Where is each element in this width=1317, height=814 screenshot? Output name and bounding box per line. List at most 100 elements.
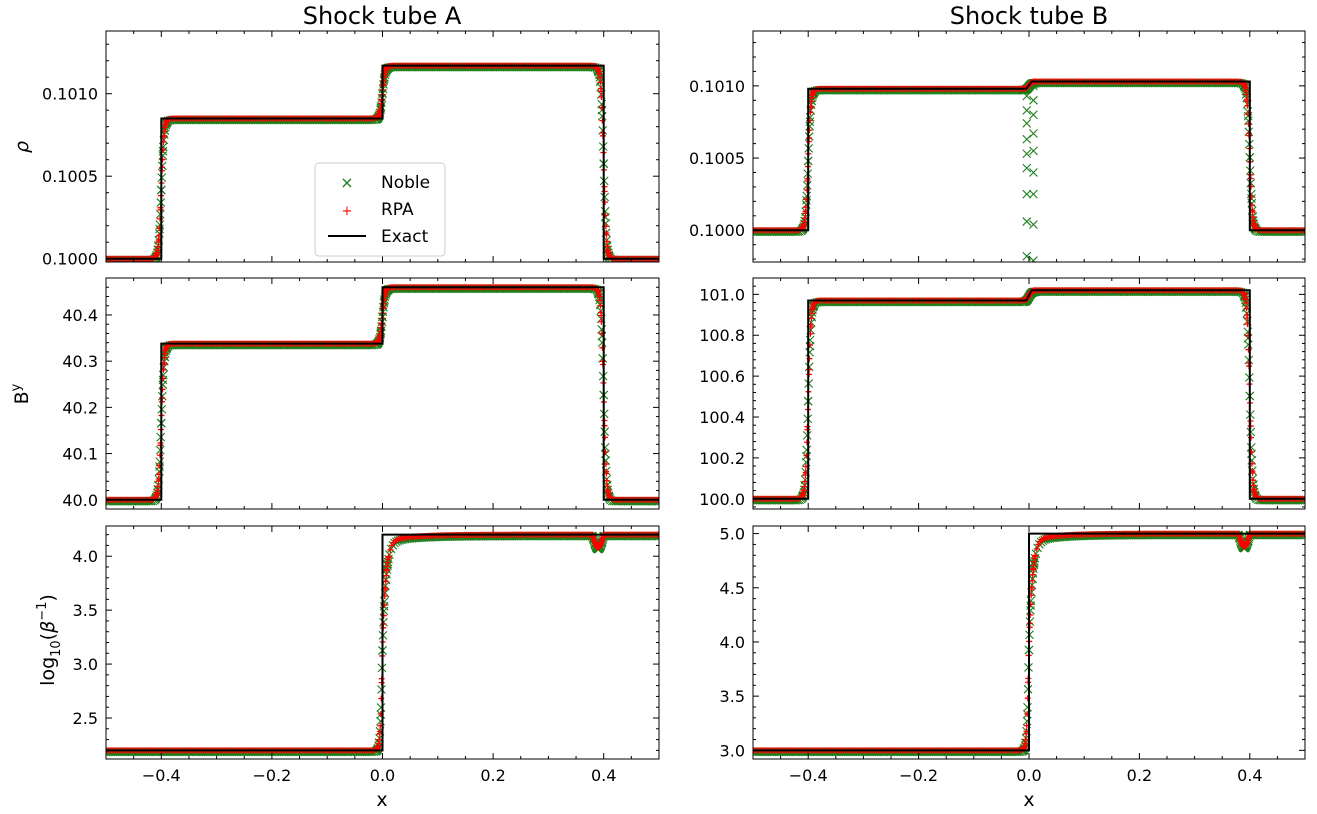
noble-point <box>158 151 168 160</box>
series-rpa <box>753 78 1305 234</box>
rpa-point <box>597 302 604 309</box>
noble-point <box>597 111 607 121</box>
noble-point <box>1029 168 1038 177</box>
panel-b-log10-beta-1-: 3.03.54.04.55.0−0.4 −0.2 0.0 0.2 0.4 <box>720 525 1306 785</box>
y-tick-label: 101.0 <box>699 285 745 304</box>
noble-point <box>1022 119 1032 128</box>
noble-point <box>1029 110 1038 120</box>
noble-point <box>1022 163 1032 173</box>
noble-point <box>376 703 386 712</box>
noble-point <box>1022 251 1032 261</box>
noble-point <box>600 206 610 216</box>
x-tick-label: −0.4 <box>142 766 181 785</box>
rpa-point <box>596 297 603 304</box>
series-exact <box>106 64 659 260</box>
y-tick-label: 2.5 <box>73 709 98 728</box>
x-label-b: x <box>1023 789 1034 811</box>
series-rpa <box>753 287 1305 502</box>
noble-point <box>1022 189 1032 199</box>
noble-point <box>1022 134 1032 144</box>
rpa-point <box>1250 477 1256 484</box>
panel-a-by: 40.040.140.240.340.4 <box>62 277 660 510</box>
y-tick-label: 40.0 <box>62 491 98 510</box>
noble-point <box>1022 149 1032 159</box>
y-tick-label: 100.0 <box>699 490 745 509</box>
y-tick-label: 100.4 <box>699 408 745 427</box>
noble-point <box>597 338 607 348</box>
rpa-point <box>1243 305 1250 312</box>
x-label-a: x <box>376 789 387 811</box>
noble-point <box>1023 702 1032 712</box>
series-exact <box>106 286 659 501</box>
noble-point <box>1246 443 1256 452</box>
rpa-point <box>376 736 383 743</box>
y-tick-label: 0.1005 <box>689 149 745 168</box>
y-tick-label: 100.8 <box>699 326 745 345</box>
y-label-logbeta: log10(β−1) <box>35 594 64 686</box>
column-title-a: Shock tube A <box>303 2 462 30</box>
series-exact <box>753 289 1305 500</box>
series-noble <box>753 287 1305 505</box>
panel-frame <box>752 277 1306 510</box>
y-tick-label: 40.4 <box>62 306 98 325</box>
rpa-point <box>385 553 392 560</box>
rpa-point <box>603 477 610 484</box>
ticks <box>105 526 660 759</box>
y-label-by: By <box>9 383 33 404</box>
ticks <box>752 31 1306 262</box>
noble-point <box>1022 91 1032 101</box>
plot-area <box>753 287 1305 505</box>
x-tick-label: 0.0 <box>370 766 395 785</box>
y-tick-label: 0.1000 <box>42 250 98 269</box>
panel-b-rho: 0.1000 0.1005 0.1010 <box>689 30 1306 263</box>
panels: 0.10000.10050.101040.040.140.240.340.42.… <box>42 30 1306 785</box>
noble-point <box>1022 217 1032 226</box>
y-tick-label: 0.1010 <box>42 85 98 104</box>
rpa-point <box>383 572 390 579</box>
rpa-point <box>1033 545 1040 552</box>
rpa-point <box>1243 300 1250 307</box>
y-tick-label: 100.2 <box>699 449 745 468</box>
noble-point <box>600 442 610 452</box>
noble-point <box>802 445 812 455</box>
plot-area <box>753 78 1305 262</box>
noble-point <box>1029 146 1038 156</box>
ticks <box>752 277 1306 509</box>
x-tick-label: −0.2 <box>252 766 291 785</box>
plot-area <box>753 530 1305 757</box>
noble-point <box>1029 256 1038 262</box>
noble-point <box>158 380 168 390</box>
y-tick-label: 0.1005 <box>42 167 98 186</box>
noble-point <box>379 606 389 616</box>
noble-point <box>1029 189 1038 199</box>
plot-area <box>106 284 659 506</box>
series-exact <box>106 533 659 752</box>
panel-a-rho: 0.1000 0.1005 0.1010 <box>42 30 660 269</box>
ticks <box>105 277 660 510</box>
plot-area <box>106 531 659 757</box>
plot-area <box>106 62 659 262</box>
noble-point <box>802 191 812 201</box>
noble-point <box>155 457 165 467</box>
y-tick-label: 40.1 <box>62 445 98 464</box>
rpa-point <box>155 483 162 490</box>
column-title-b: Shock tube B <box>950 2 1109 30</box>
rpa-point <box>387 546 394 553</box>
y-tick-label: 100.6 <box>699 367 745 386</box>
y-label-rho: ρ <box>11 141 33 153</box>
x-tick-label: 0.2 <box>480 766 505 785</box>
y-tick-label: 3.0 <box>73 655 98 674</box>
y-tick-label: 4.0 <box>73 547 98 566</box>
y-tick-label: 0.1000 <box>689 221 745 240</box>
series-exact <box>753 80 1305 232</box>
x-tick-label: 0.4 <box>591 766 616 785</box>
noble-point <box>805 121 815 131</box>
ticks <box>105 31 660 262</box>
rpa-point <box>801 478 808 485</box>
panel-b-by: 100.0 100.2 100.4 100.6 100.8 101.0 <box>699 277 1306 510</box>
noble-point <box>1026 605 1035 615</box>
y-tick-label: 0.1010 <box>689 77 745 96</box>
noble-point <box>1029 95 1038 105</box>
noble-point <box>1029 220 1038 229</box>
